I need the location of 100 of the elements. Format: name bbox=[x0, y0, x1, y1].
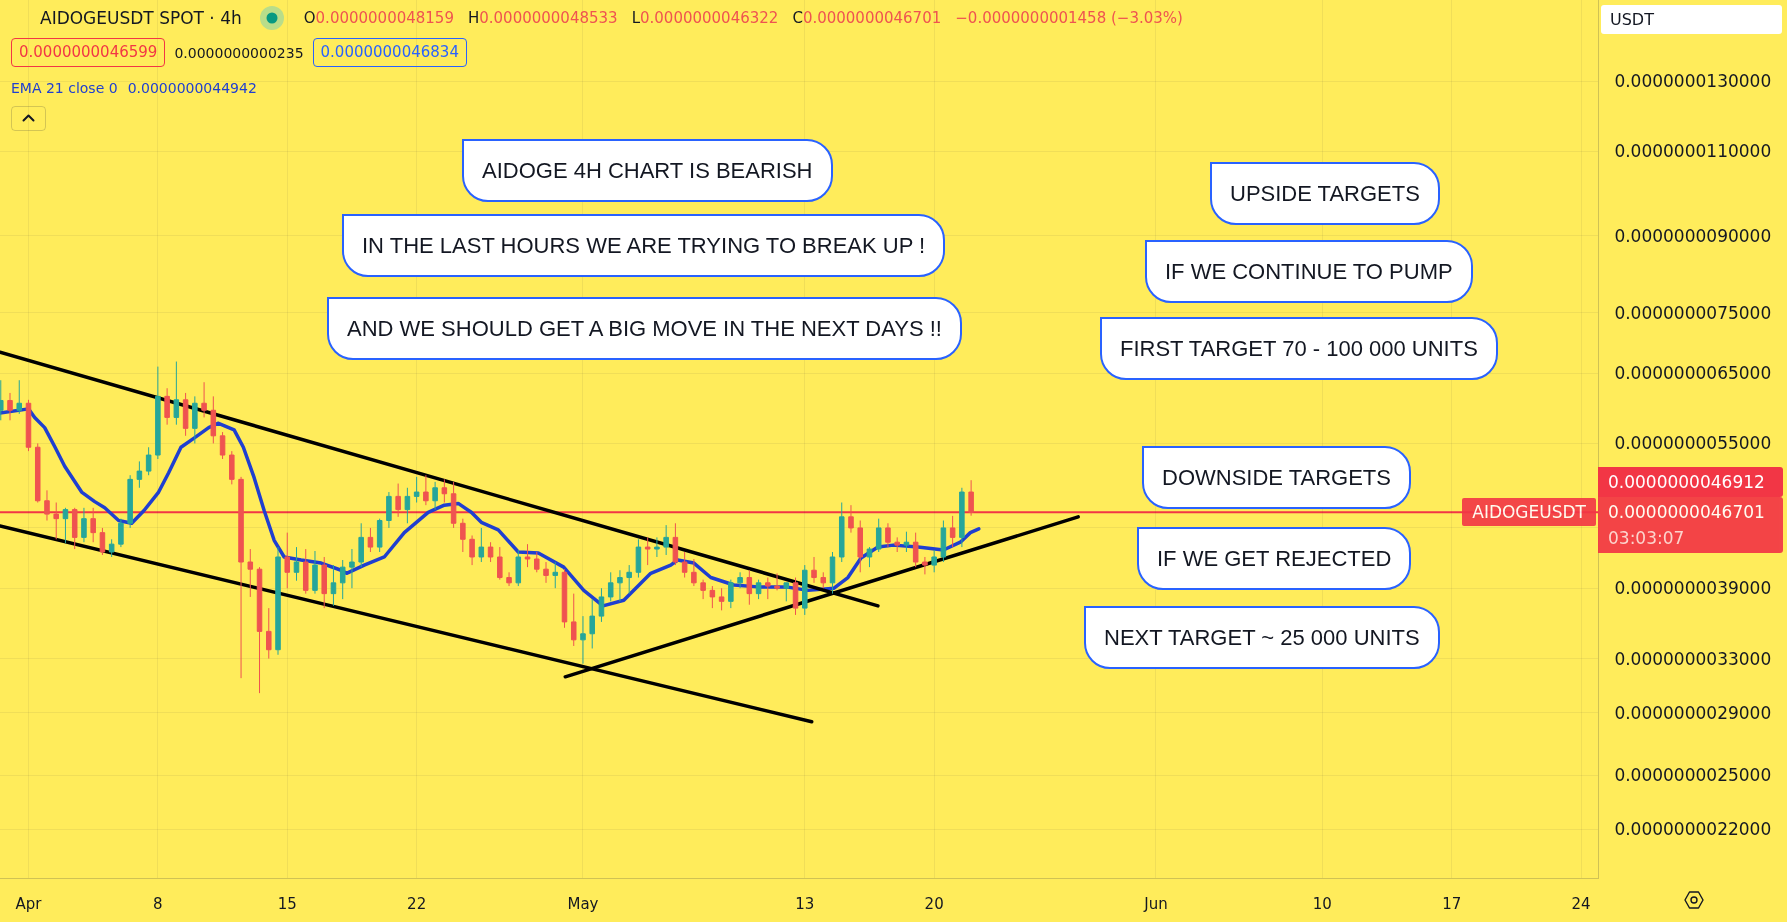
candlestick bbox=[7, 392, 13, 421]
x-tick-label: 10 bbox=[1312, 895, 1332, 913]
candlestick bbox=[552, 561, 559, 589]
candlestick bbox=[99, 527, 106, 556]
y-tick-label: 0.0000000022000 bbox=[1614, 819, 1772, 840]
annotation: FIRST TARGET 70 - 100 000 UNITS bbox=[1100, 317, 1498, 380]
candlestick bbox=[885, 522, 891, 548]
candlestick bbox=[755, 579, 762, 600]
candlestick bbox=[71, 507, 78, 550]
candlestick bbox=[515, 549, 522, 587]
annotation: −0.0000000001458 (−3.03%) bbox=[955, 9, 1183, 27]
candlestick bbox=[506, 571, 512, 587]
annotation: NEXT TARGET ~ 25 000 UNITS bbox=[1084, 606, 1440, 669]
candlestick bbox=[700, 579, 706, 600]
annotation: IF WE CONTINUE TO PUMP bbox=[1145, 240, 1473, 303]
candlestick bbox=[321, 556, 327, 609]
candlestick bbox=[145, 446, 152, 476]
candlestick bbox=[460, 518, 466, 553]
annotation: H0.0000000048533 bbox=[467, 9, 618, 27]
candlestick bbox=[635, 538, 642, 579]
candlestick bbox=[90, 507, 96, 543]
y-tick-label: 0.0000000075000 bbox=[1614, 302, 1772, 323]
y-tick-label: 0.0000000029000 bbox=[1614, 702, 1772, 723]
annotation: AIDOGE 4H CHART IS BEARISH bbox=[462, 139, 833, 202]
candlestick bbox=[589, 598, 595, 649]
annotation: L0.0000000046322 bbox=[631, 9, 779, 27]
candlestick bbox=[765, 577, 771, 600]
candlestick bbox=[229, 450, 235, 485]
candlestick bbox=[607, 571, 614, 602]
candlestick bbox=[238, 476, 244, 679]
candlestick bbox=[811, 556, 817, 584]
candlestick bbox=[182, 392, 189, 437]
candlestick bbox=[256, 566, 263, 694]
candlestick bbox=[478, 527, 485, 563]
candlestick bbox=[912, 532, 919, 568]
candlestick bbox=[450, 481, 457, 529]
y-tick-label: 0.0000000130000 bbox=[1614, 71, 1772, 92]
candlestick bbox=[16, 379, 23, 415]
candlestick bbox=[136, 460, 143, 489]
x-tick-label: Jun bbox=[1143, 895, 1168, 913]
candlestick bbox=[81, 507, 87, 543]
candlestick bbox=[857, 520, 863, 573]
annotation: O0.0000000048159 bbox=[303, 9, 454, 27]
candlestick bbox=[820, 571, 827, 589]
candlestick bbox=[644, 536, 651, 566]
x-tick-label: 8 bbox=[153, 895, 163, 913]
candlestick bbox=[570, 593, 577, 647]
candlestick bbox=[469, 534, 475, 566]
candlestick bbox=[312, 550, 318, 595]
candlestick bbox=[376, 518, 383, 553]
candlestick bbox=[118, 518, 124, 548]
candlestick bbox=[728, 579, 734, 609]
y-tick-label: 0.0000000090000 bbox=[1614, 225, 1772, 246]
candlestick bbox=[367, 527, 374, 553]
candlestick bbox=[339, 559, 346, 600]
x-tick-label: 22 bbox=[407, 895, 427, 913]
candlestick bbox=[432, 481, 438, 511]
candlestick bbox=[302, 548, 309, 595]
candlestick bbox=[349, 548, 355, 589]
candlestick bbox=[848, 504, 854, 534]
annotation: UPSIDE TARGETS bbox=[1210, 162, 1440, 225]
candlestick bbox=[266, 607, 272, 660]
candlestick bbox=[949, 515, 956, 548]
candlestick bbox=[423, 474, 429, 506]
candlestick bbox=[940, 520, 947, 563]
candlestick bbox=[838, 502, 845, 563]
y-tick-label: 0.0000000055000 bbox=[1614, 433, 1772, 454]
candlestick bbox=[829, 551, 836, 595]
candlestick bbox=[534, 551, 540, 573]
annotation: AND WE SHOULD GET A BIG MOVE IN THE NEXT DAYS !! bbox=[327, 297, 962, 360]
candlestick bbox=[580, 615, 586, 665]
x-tick-label: 24 bbox=[1571, 895, 1591, 913]
candlestick bbox=[62, 507, 69, 544]
candlestick bbox=[25, 399, 32, 452]
annotation: IF WE GET REJECTED bbox=[1137, 527, 1412, 590]
candlestick bbox=[561, 568, 568, 629]
candlestick bbox=[959, 487, 965, 548]
collapse-button[interactable] bbox=[11, 106, 46, 131]
x-tick-label: 13 bbox=[795, 895, 815, 913]
candlestick bbox=[173, 361, 180, 426]
candlestick bbox=[654, 536, 660, 558]
candlestick bbox=[802, 564, 808, 616]
x-tick-label: May bbox=[567, 895, 599, 913]
candlestick bbox=[866, 546, 873, 568]
candlestick bbox=[718, 587, 725, 611]
candlestick bbox=[543, 561, 549, 584]
candlestick bbox=[210, 395, 217, 444]
candlestick bbox=[783, 582, 790, 602]
candlestick bbox=[358, 522, 364, 568]
text: EMA 21 close 0 bbox=[11, 80, 118, 96]
y-tick-label: 0.0000000033000 bbox=[1614, 648, 1772, 669]
x-tick-label: 17 bbox=[1442, 895, 1462, 913]
candlestick bbox=[497, 546, 503, 581]
candlestick bbox=[746, 569, 753, 606]
candlestick bbox=[413, 476, 420, 503]
candlestick bbox=[275, 546, 281, 656]
candlestick bbox=[34, 442, 41, 503]
currency-selector[interactable]: USDT bbox=[1601, 5, 1782, 34]
annotation: DOWNSIDE TARGETS bbox=[1142, 446, 1411, 509]
annotation: 0.0000000046599 bbox=[11, 38, 166, 67]
